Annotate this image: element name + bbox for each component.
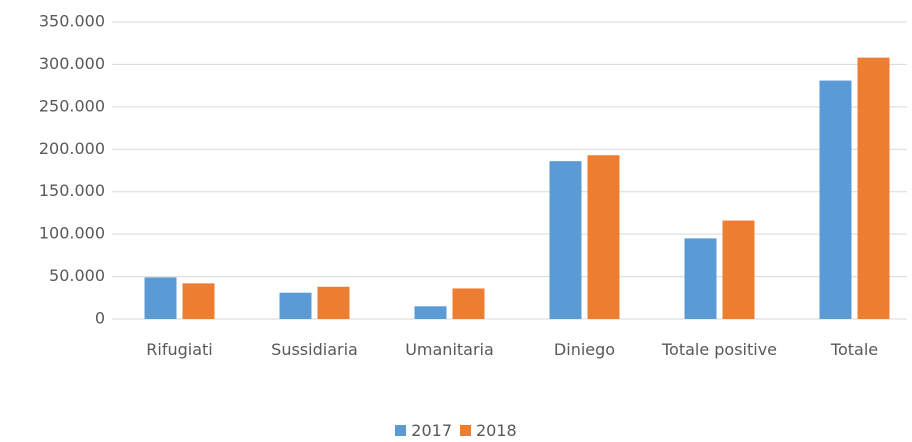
y-tick-label: 300.000	[39, 54, 105, 73]
legend-label: 2018	[476, 421, 517, 440]
legend-label: 2017	[411, 421, 452, 440]
x-tick-label: Diniego	[553, 340, 616, 359]
bar	[819, 80, 852, 320]
y-tick-label: 200.000	[39, 139, 105, 158]
x-tick-label: Sussidiaria	[271, 340, 358, 359]
bar	[587, 155, 620, 319]
bar	[144, 277, 177, 319]
y-tick-label: 0	[95, 309, 105, 328]
x-tick-label: Totale positive	[661, 340, 778, 359]
y-tick-label: 100.000	[39, 224, 105, 243]
legend-swatch	[460, 425, 471, 436]
legend: 2017 2018	[0, 421, 912, 440]
bar	[549, 161, 582, 319]
y-tick-label: 150.000	[39, 181, 105, 200]
x-tick-label: Totale	[830, 340, 879, 359]
x-tick-label: Rifugiati	[146, 340, 213, 359]
bar	[414, 306, 447, 319]
legend-item: 2018	[460, 421, 517, 440]
bar	[317, 286, 350, 319]
x-tick-label: Umanitaria	[405, 340, 494, 359]
bar	[857, 57, 890, 319]
y-tick-label: 250.000	[39, 96, 105, 115]
bar	[279, 292, 312, 319]
legend-swatch	[395, 425, 407, 436]
y-tick-label: 350.000	[39, 12, 105, 31]
y-tick-label: 50.000	[49, 266, 105, 285]
bar	[452, 288, 485, 319]
bar	[182, 283, 215, 319]
legend-item: 2017	[395, 421, 452, 440]
bar	[722, 220, 755, 319]
bar	[684, 238, 717, 319]
